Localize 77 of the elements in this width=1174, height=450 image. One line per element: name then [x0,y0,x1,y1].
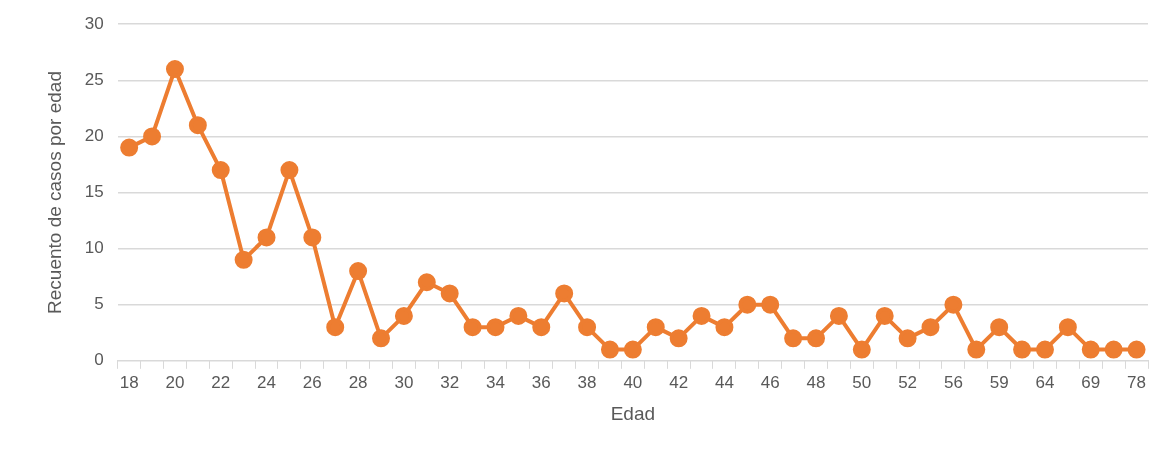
point [829,306,848,325]
point [967,340,986,359]
point [326,318,345,337]
point [784,329,803,348]
point [303,228,322,247]
y-tick-label: 20 [84,126,104,146]
point [669,329,688,348]
x-tick-label: 44 [714,372,734,392]
point [143,127,162,146]
x-tick-label: 69 [1081,372,1101,392]
point [417,273,436,292]
point [1013,340,1032,359]
x-tick-label: 52 [898,372,918,392]
point [1104,340,1123,359]
x-tick-label: 64 [1035,372,1055,392]
point [1081,340,1100,359]
point [211,161,230,180]
x-tick-label: 56 [943,372,963,392]
x-tick-label: 30 [394,372,414,392]
x-tick-label: 48 [806,372,826,392]
point [921,318,940,337]
point [646,318,665,337]
point [372,329,391,348]
x-tick-label: 50 [852,372,872,392]
point [349,262,368,281]
x-axis-title: Edad [610,402,656,424]
x-tick-label: 59 [989,372,1009,392]
point [486,318,505,337]
point [394,306,413,325]
point [440,284,459,303]
x-tick-label: 42 [669,372,689,392]
point [165,60,184,79]
point [944,295,963,314]
x-tick-label: 36 [531,372,551,392]
y-tick-label: 15 [84,182,104,202]
point [188,116,207,135]
x-tick-label: 46 [760,372,780,392]
point [761,295,780,314]
point [715,318,734,337]
point [875,306,894,325]
x-tick-label: 24 [257,372,276,392]
point [623,340,642,359]
y-axis-title: Recuento de casos por edad [43,71,65,314]
point [990,318,1009,337]
point [555,284,574,303]
point [898,329,917,348]
x-tick-label: 34 [486,372,505,392]
point [532,318,551,337]
x-tick-label: 18 [119,372,139,392]
x-tick-label: 28 [348,372,368,392]
y-tick-label: 5 [94,294,104,314]
point [807,329,826,348]
point [234,250,253,269]
point [578,318,597,337]
x-tick-label: 20 [165,372,185,392]
point [692,306,711,325]
point [257,228,276,247]
point [738,295,757,314]
point [120,138,139,157]
x-tick-label: 22 [211,372,231,392]
y-tick-label: 0 [94,350,104,370]
point [1035,340,1054,359]
y-tick-label: 25 [84,69,104,89]
x-tick-label: 78 [1127,372,1147,392]
point [852,340,871,359]
point [1058,318,1077,337]
y-tick-label: 30 [84,13,104,33]
x-tick-label: 40 [623,372,643,392]
point [280,161,299,180]
x-tick-label: 32 [440,372,460,392]
point [509,306,528,325]
x-tick-label: 26 [302,372,322,392]
point [600,340,619,359]
y-tick-label: 10 [84,238,104,258]
x-tick-label: 38 [577,372,597,392]
point [1127,340,1146,359]
point [463,318,482,337]
